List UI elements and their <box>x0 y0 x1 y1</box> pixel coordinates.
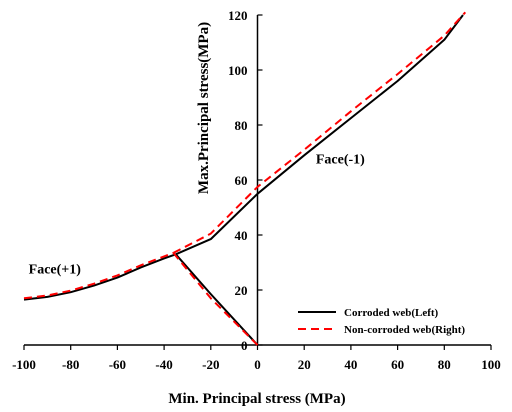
x-tick-label: -60 <box>109 357 126 372</box>
x-tick-label: 100 <box>481 357 501 372</box>
series-line <box>172 252 259 346</box>
y-tick-label: 80 <box>235 118 248 133</box>
x-tick-label: -20 <box>202 357 219 372</box>
x-tick-label: -100 <box>12 357 36 372</box>
y-tick-label: 40 <box>235 228 248 243</box>
x-tick-label: 60 <box>391 357 404 372</box>
series-line <box>172 11 467 254</box>
annotations: Face(-1) Face(+1) <box>29 153 366 278</box>
x-tick-label: 0 <box>254 357 261 372</box>
x-tick-label: 20 <box>298 357 311 372</box>
annotation-label: Face(-1) <box>316 153 365 168</box>
series-corroded <box>23 14 464 346</box>
series-line <box>23 253 177 301</box>
y-tick-label: 0 <box>241 338 248 353</box>
legend-label: Corroded web(Left) <box>344 307 439 319</box>
x-tick-label: -80 <box>62 357 79 372</box>
x-axis-title: Min. Principal stress (MPa) <box>168 391 345 407</box>
legend-label: Non-corroded web(Right) <box>344 324 465 336</box>
y-tick-label: 120 <box>228 8 248 23</box>
legend: Corroded web(Left) Non-corroded web(Right… <box>298 307 465 336</box>
series-line <box>175 14 464 256</box>
y-axis-title: Max.Principal stress(MPa) <box>196 22 212 194</box>
y-tick-label: 100 <box>228 63 248 78</box>
series-layer <box>23 11 467 346</box>
series-non-corroded <box>23 11 467 346</box>
x-tick-label: -40 <box>155 357 172 372</box>
series-line <box>175 253 259 346</box>
series-line <box>23 251 174 300</box>
annotation-label: Face(+1) <box>29 263 82 278</box>
x-tick-label: 40 <box>344 357 357 372</box>
x-tick-label: 80 <box>438 357 451 372</box>
y-tick-label: 20 <box>235 283 248 298</box>
y-tick-label: 60 <box>235 173 248 188</box>
axes: -100 -80 -60 -40 -20 0 20 40 60 80 100 0 20 40 60 80 100… <box>12 8 501 372</box>
